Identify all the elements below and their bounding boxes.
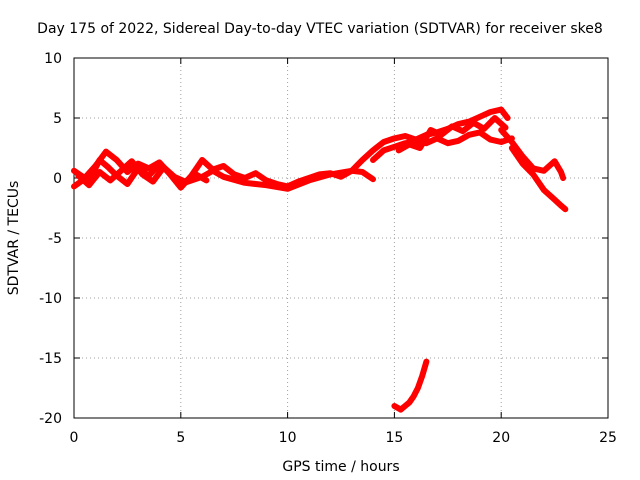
y-tick-label: -20 xyxy=(39,411,62,427)
grid-lines xyxy=(74,58,608,418)
series-track-1 xyxy=(71,106,511,191)
x-axis-label: GPS time / hours xyxy=(282,459,399,475)
series-track-7 xyxy=(508,145,569,213)
series-track-6 xyxy=(498,127,567,181)
series-track-8 xyxy=(391,358,430,413)
y-tick-label: 5 xyxy=(53,111,62,127)
x-tick-label: 0 xyxy=(70,430,79,446)
x-tick-label: 25 xyxy=(599,430,617,446)
y-tick-label: -5 xyxy=(48,231,62,247)
y-axis-label: SDTVAR / TECUs xyxy=(6,181,22,296)
axis-ticks: 0 5 10 15 20 25 10 5 0 -5 -10 -15 -20 xyxy=(39,51,617,446)
y-tick-label: -10 xyxy=(39,291,62,307)
data-series xyxy=(71,106,569,413)
x-tick-label: 20 xyxy=(492,430,510,446)
series-track-5 xyxy=(395,115,509,154)
x-tick-label: 10 xyxy=(279,430,297,446)
y-tick-label: 0 xyxy=(53,171,62,187)
y-tick-label: 10 xyxy=(44,51,62,67)
series-track-3 xyxy=(75,158,210,189)
series-track-4 xyxy=(370,129,515,163)
x-tick-label: 5 xyxy=(176,430,185,446)
x-tick-label: 15 xyxy=(385,430,403,446)
chart-title: Day 175 of 2022, Sidereal Day-to-day VTE… xyxy=(37,21,603,37)
y-tick-label: -15 xyxy=(39,351,62,367)
